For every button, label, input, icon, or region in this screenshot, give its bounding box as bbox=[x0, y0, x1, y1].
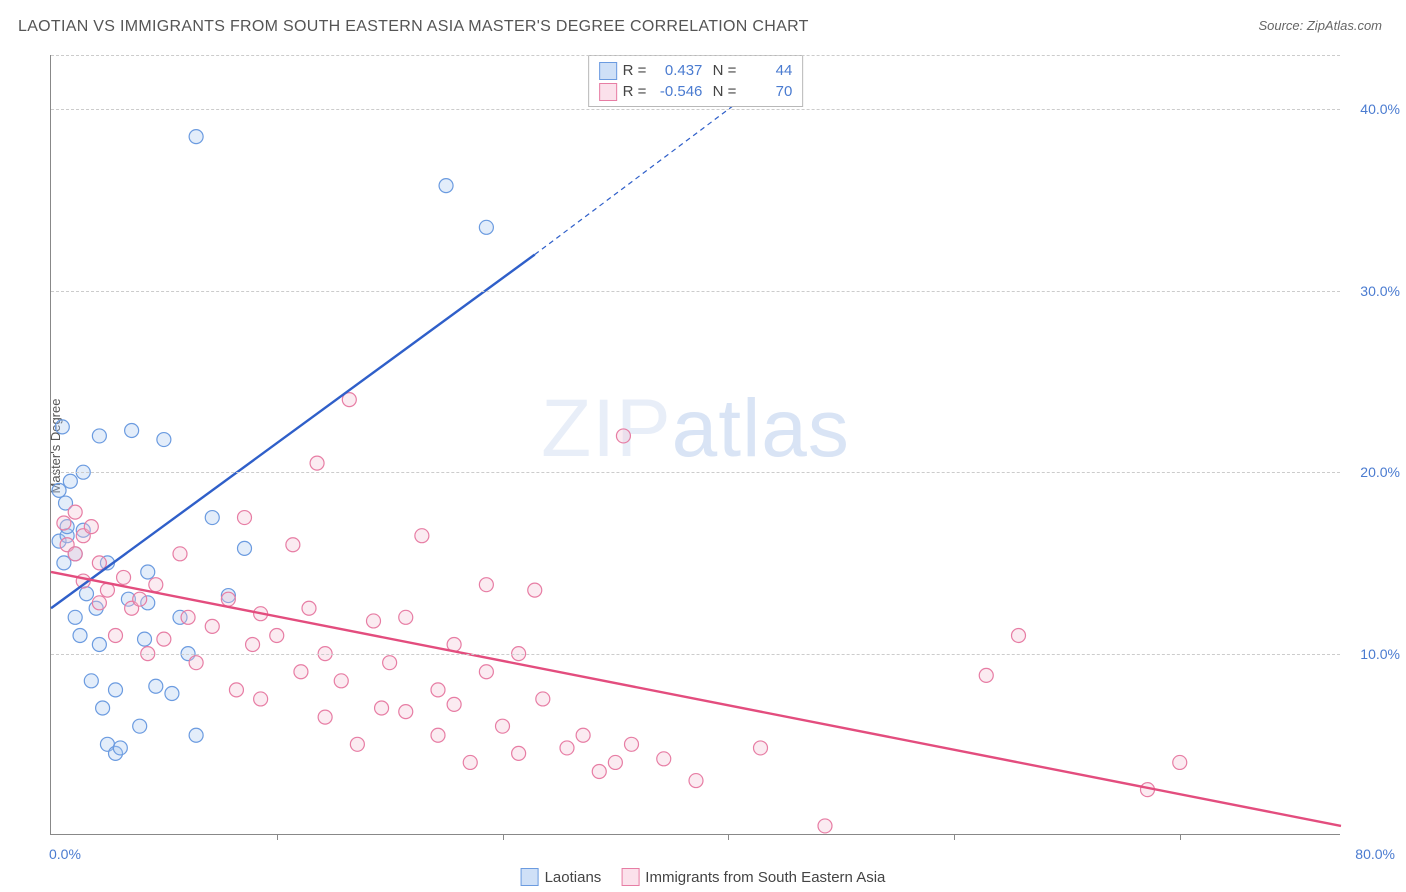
x-tick-label: 0.0% bbox=[49, 846, 81, 862]
chart-svg bbox=[51, 55, 1340, 834]
legend-label-1: Laotians bbox=[545, 869, 602, 886]
n-value-2: 70 bbox=[742, 81, 792, 102]
y-tick-label: 40.0% bbox=[1360, 101, 1400, 117]
x-tick-label: 80.0% bbox=[1355, 846, 1395, 862]
correlation-stats-box: R = 0.437 N = 44 R = -0.546 N = 70 bbox=[588, 55, 804, 107]
stats-row-series-1: R = 0.437 N = 44 bbox=[599, 60, 793, 81]
n-value-1: 44 bbox=[742, 60, 792, 81]
legend-label-2: Immigrants from South Eastern Asia bbox=[645, 869, 885, 886]
chart-title: LAOTIAN VS IMMIGRANTS FROM SOUTH EASTERN… bbox=[18, 18, 809, 36]
stats-row-series-2: R = -0.546 N = 70 bbox=[599, 81, 793, 102]
legend: Laotians Immigrants from South Eastern A… bbox=[521, 868, 886, 886]
chart-plot-area: ZIPatlas R = 0.437 N = 44 R = -0.546 N =… bbox=[50, 55, 1340, 835]
y-tick-label: 20.0% bbox=[1360, 464, 1400, 480]
r-value-1: 0.437 bbox=[652, 60, 702, 81]
legend-item-2: Immigrants from South Eastern Asia bbox=[621, 868, 885, 886]
source-label: Source: ZipAtlas.com bbox=[1258, 18, 1382, 33]
swatch-series-1 bbox=[599, 62, 617, 80]
legend-item-1: Laotians bbox=[521, 868, 602, 886]
swatch-series-2 bbox=[599, 83, 617, 101]
y-tick-label: 10.0% bbox=[1360, 646, 1400, 662]
r-value-2: -0.546 bbox=[652, 81, 702, 102]
legend-swatch-2 bbox=[621, 868, 639, 886]
legend-swatch-1 bbox=[521, 868, 539, 886]
y-tick-label: 30.0% bbox=[1360, 283, 1400, 299]
